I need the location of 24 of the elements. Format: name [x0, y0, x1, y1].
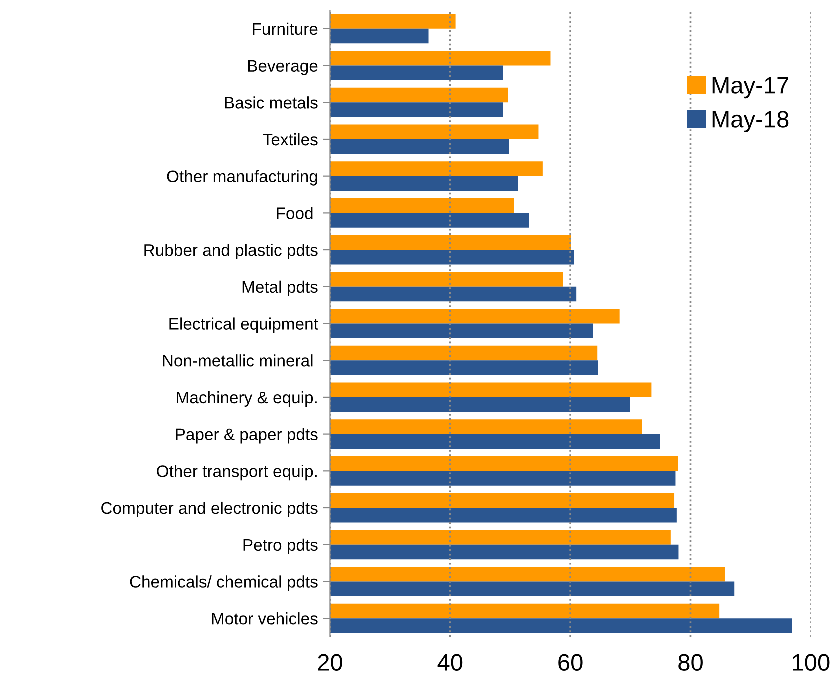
y-tick-label: Petro pdts: [244, 538, 318, 554]
y-tick-label: Other transport equip.: [157, 465, 317, 481]
y-tick-label: Furniture: [253, 22, 318, 36]
y-tick-label: Machinery & equip.: [177, 391, 317, 407]
legend-label: May-18: [712, 111, 789, 133]
y-tick-label: Textiles: [263, 133, 318, 146]
y-tick-label: Chemicals/ chemical pdts: [130, 576, 318, 592]
x-tick-label: 100: [793, 654, 830, 672]
x-tick-label: 80: [678, 654, 703, 672]
y-tick-label: Computer and electronic pdts: [102, 502, 318, 518]
x-tick-label: 40: [438, 654, 463, 672]
y-tick-label: Electrical equipment: [170, 318, 318, 334]
y-tick-label: Metal pdts: [242, 280, 318, 296]
y-tick-label: Rubber and plastic pdts: [144, 244, 318, 260]
y-tick-label: Basic metals: [225, 96, 318, 109]
y-tick-label: Other manufacturing: [167, 170, 318, 186]
x-tick-label: 20: [318, 654, 342, 672]
legend-label: May-17: [712, 77, 788, 99]
y-tick-label: Motor vehicles: [212, 612, 318, 625]
y-tick-label: Non-metallic mineral: [163, 354, 313, 367]
y-tick-label: Paper & paper pdts: [176, 428, 318, 444]
x-tick-label: 60: [558, 654, 583, 672]
y-tick-label: Beverage: [248, 60, 318, 76]
y-tick-label: Food: [277, 207, 313, 220]
